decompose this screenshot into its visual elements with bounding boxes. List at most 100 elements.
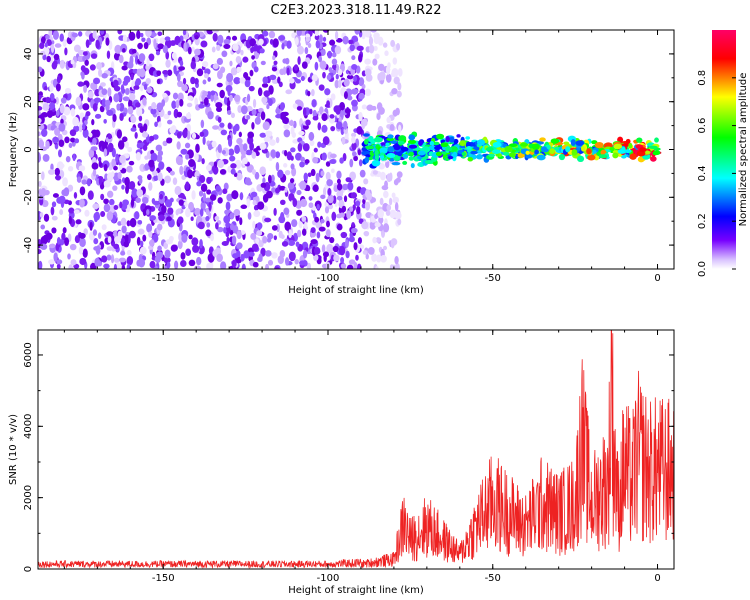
heatmap-cell-1194 [39, 212, 44, 218]
heatmap-cell-1611 [130, 198, 135, 208]
heatmap-cell-1734 [86, 178, 91, 187]
heatmap-cell-1959 [372, 58, 378, 66]
heatmap-cell-2646 [508, 143, 518, 148]
heatmap-cell-1013 [291, 167, 297, 177]
heatmap-cell-587 [51, 215, 58, 221]
heatmap-cell-1760 [289, 77, 295, 84]
heatmap-cell-2498 [625, 138, 631, 145]
heatmap-cell-544 [174, 35, 181, 46]
heatmap-cell-1460 [174, 185, 182, 196]
heatmap-cell-959 [347, 95, 353, 101]
snr-xlabel: Height of straight line (km) [288, 585, 424, 596]
heatmap-cell-881 [148, 135, 155, 142]
heatmap-cell-273 [260, 60, 266, 66]
heatmap-cell-837 [239, 217, 243, 226]
heatmap-cell-1752 [231, 190, 239, 200]
heatmap-cell-213 [292, 103, 298, 109]
heatmap-cell-1416 [334, 79, 339, 89]
heatmap-cell-531 [52, 193, 59, 198]
heatmap-cell-760 [162, 140, 168, 147]
heatmap-cell-2142 [391, 161, 401, 166]
heatmap-cell-1121 [113, 85, 121, 92]
heatmap-cell-1861 [275, 187, 280, 194]
colorbar-ticks: 0.0 0.2 0.4 0.6 0.8 [697, 70, 736, 277]
heatmap-cell-475 [331, 211, 337, 221]
heatmap-cell-1777 [257, 201, 265, 210]
heatmap-cell-1641 [212, 125, 220, 130]
heatmap-cell-1668 [138, 68, 146, 78]
heatmap-cell-2339 [465, 136, 470, 140]
heatmap-cell-1744 [191, 237, 199, 246]
heatmap-cell-747 [284, 170, 291, 176]
heatmap-cell-1875 [236, 66, 242, 73]
heatmap-cell-151 [72, 153, 76, 162]
spectrogram-xlabel: Height of straight line (km) [288, 285, 424, 296]
heatmap-cell-2633 [476, 154, 483, 160]
heatmap-cell-1321 [249, 38, 257, 47]
heatmap-cell-1679 [165, 238, 173, 245]
heatmap-cell-205 [304, 46, 309, 55]
heatmap-cell-653 [62, 177, 68, 187]
heatmap-cell-208 [69, 243, 77, 251]
heatmap-cell-1751 [136, 106, 143, 117]
heatmap-cell-746 [59, 59, 65, 69]
heatmap-cell-1152 [300, 198, 308, 208]
heatmap-cell-65 [246, 105, 253, 113]
snr-ticks: -150 -100 -50 0 0 2000 4000 6000 [23, 330, 674, 584]
heatmap-cell-360 [240, 204, 248, 210]
heatmap-cell-1353 [124, 141, 129, 149]
heatmap-cell-1544 [129, 217, 137, 228]
heatmap-cell-2057 [390, 39, 396, 47]
heatmap-cell-2748 [549, 148, 555, 155]
spectrogram-panel: -150 -100 -50 0 -40 -20 0 20 40 Height of straig… [8, 29, 675, 296]
heatmap-cell-356 [227, 165, 232, 173]
heatmap-cell-1967 [369, 221, 376, 230]
heatmap-cell-469 [296, 209, 303, 216]
heatmap-cell-1988 [378, 162, 385, 170]
heatmap-cell-2679 [609, 146, 615, 151]
heatmap-cell-524 [184, 142, 191, 149]
heatmap-cell-1133 [58, 195, 66, 204]
heatmap-cell-927 [63, 187, 70, 197]
heatmap-cell-1794 [40, 187, 47, 197]
heatmap-cell-2667 [467, 157, 474, 162]
heatmap-cell-1111 [215, 222, 219, 230]
heatmap-cell-1763 [187, 46, 192, 55]
heatmap-cell-1394 [105, 37, 110, 46]
heatmap-cell-1300 [59, 33, 64, 42]
heatmap-cell-2741 [570, 139, 576, 146]
heatmap-cell-1665 [338, 79, 342, 89]
heatmap-cell-1781 [232, 43, 239, 52]
heatmap-cell-700 [55, 96, 59, 105]
heatmap-cell-1295 [311, 99, 317, 108]
heatmap-cell-1017 [67, 165, 74, 172]
heatmap-cell-1607 [219, 122, 225, 128]
heatmap-cell-1397 [111, 158, 116, 167]
heatmap-cell-1800 [58, 139, 65, 147]
heatmap-cell-114 [179, 165, 184, 176]
heatmap-cell-254 [40, 224, 46, 230]
heatmap-cell-721 [291, 132, 297, 138]
heatmap-cell-854 [120, 217, 127, 227]
heatmap-cell-1618 [280, 212, 285, 221]
heatmap-cell-818 [110, 254, 115, 264]
heatmap-cell-1317 [112, 113, 117, 123]
heatmap-cell-1711 [187, 169, 194, 179]
heatmap-cell-1094 [179, 60, 184, 67]
heatmap-cell-1387 [52, 136, 59, 144]
heatmap-cell-1438 [103, 163, 108, 172]
heatmap-cell-312 [225, 201, 231, 211]
heatmap-cell-1021 [219, 89, 225, 99]
heatmap-cell-1767 [362, 198, 366, 205]
heatmap-cell-2638 [553, 147, 560, 151]
heatmap-cell-2036 [365, 253, 369, 260]
heatmap-cell-1693 [82, 51, 88, 56]
heatmap-cell-704 [137, 228, 145, 235]
heatmap-cell-2749 [541, 148, 549, 153]
heatmap-cell-133 [351, 55, 356, 61]
heatmap-cell-1870 [275, 161, 280, 172]
heatmap-cell-1264 [217, 143, 222, 153]
heatmap-cell-1869 [333, 105, 341, 113]
heatmap-cell-785 [191, 46, 195, 52]
heatmap-cell-1458 [106, 211, 114, 221]
